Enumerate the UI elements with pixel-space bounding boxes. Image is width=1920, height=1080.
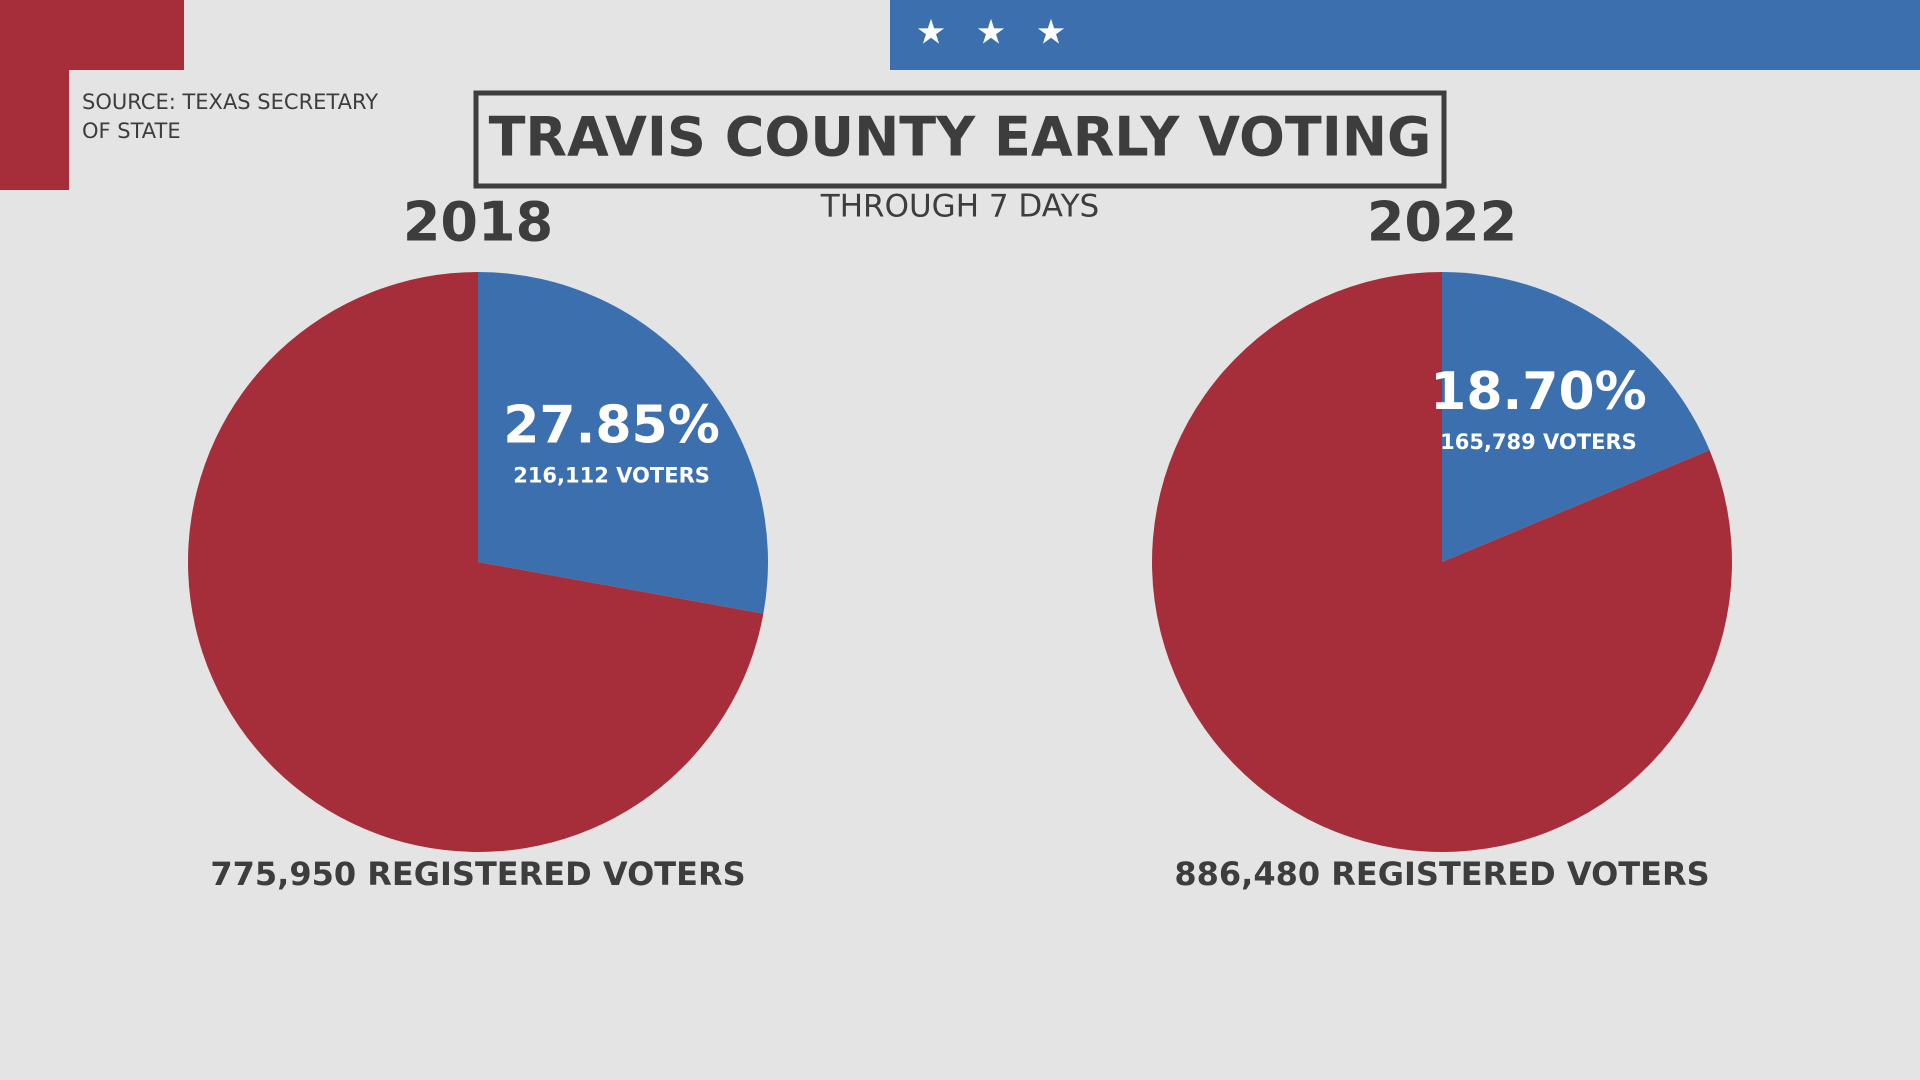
source-line: OF STATE <box>82 119 181 143</box>
subtitle: THROUGH 7 DAYS <box>820 189 1099 225</box>
pie-slice <box>1442 272 1710 562</box>
banner <box>890 0 1920 70</box>
slice-label: 18.70% <box>1430 362 1647 422</box>
corner-block <box>0 0 69 190</box>
footnote: 886,480 REGISTERED VOTERS <box>1174 855 1709 893</box>
chart-title: 2022 <box>1367 191 1517 254</box>
pie-slice <box>188 272 764 853</box>
slice-annotation: 165,789 VOTERS <box>1440 430 1637 454</box>
title: TRAVIS COUNTY EARLY VOTING <box>489 106 1432 169</box>
slice-annotation: 216,112 VOTERS <box>513 463 710 487</box>
title-box <box>473 90 1447 189</box>
footnote: 775,950 REGISTERED VOTERS <box>210 855 745 893</box>
chart-title: 2018 <box>403 191 553 254</box>
pie-slice <box>1151 272 1732 853</box>
pie-slice <box>478 272 768 614</box>
star: ★ <box>976 13 1006 53</box>
stars: ★ ★ ★ <box>916 13 1066 53</box>
star: ★ <box>1036 13 1066 53</box>
slice-label: 27.85% <box>503 395 720 455</box>
star: ★ <box>916 13 946 53</box>
source-line: SOURCE: TEXAS SECRETARY <box>82 90 378 114</box>
